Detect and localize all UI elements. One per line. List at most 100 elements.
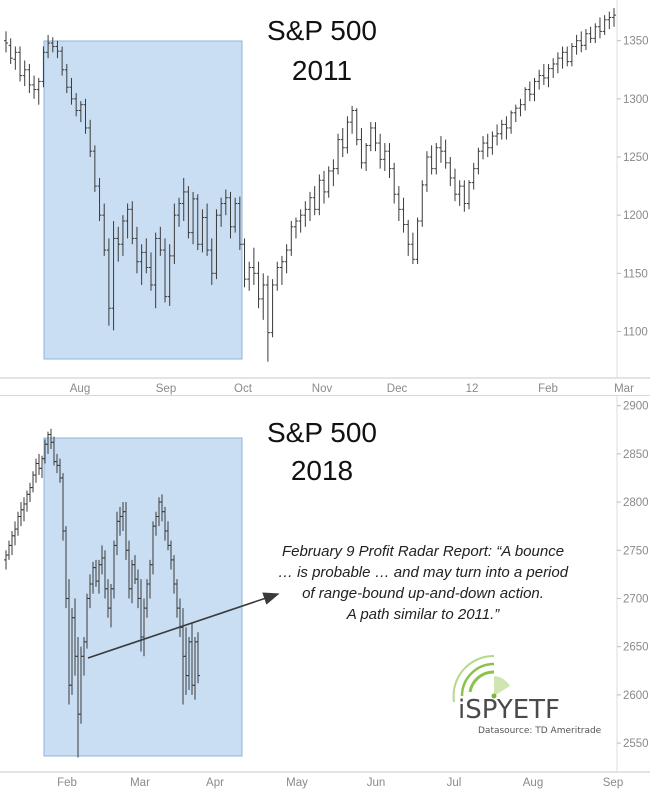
- ohlc-bar: [102, 203, 107, 256]
- ohlc-bar: [261, 273, 266, 320]
- ohlc-bar: [205, 203, 210, 256]
- ohlc-bar: [10, 530, 14, 556]
- ohlc-bar: [452, 168, 457, 202]
- ohlc-bar: [607, 11, 612, 30]
- ohlc-bar: [396, 186, 401, 221]
- ohlc-bar: [88, 119, 93, 158]
- ohlc-bar: [322, 170, 327, 204]
- ohlc-bar: [382, 143, 387, 171]
- ohlc-bar: [186, 186, 191, 239]
- ohlc-bar: [237, 196, 242, 251]
- x-tick-label: Apr: [206, 777, 224, 789]
- y-tick-label: 1150: [623, 268, 648, 280]
- ohlc-bar: [13, 521, 17, 546]
- ohlc-bar: [8, 38, 13, 64]
- ohlc-bar: [326, 166, 331, 198]
- ohlc-bar: [560, 46, 565, 69]
- annotation-line: February 9 Profit Radar Report: “A bounc…: [282, 543, 564, 560]
- ohlc-bar: [92, 145, 97, 192]
- ohlc-bar: [504, 116, 509, 140]
- highlight-region: [43, 437, 243, 757]
- ohlc-bar: [574, 34, 579, 55]
- ohlc-bar: [499, 119, 504, 140]
- highlight-region: [43, 40, 243, 360]
- x-axis-ticks: Aug Sep Oct Nov Dec 12 Feb Mar: [70, 383, 634, 395]
- x-tick-label: Aug: [70, 383, 90, 395]
- ohlc-bar: [308, 191, 312, 221]
- ohlc-bar: [583, 29, 588, 51]
- ohlc-bar: [541, 63, 546, 85]
- annotation-line: A path similar to 2011.”: [346, 606, 501, 623]
- ohlc-bar: [284, 244, 289, 274]
- ohlc-bar: [7, 540, 11, 560]
- ohlc-bar: [523, 87, 528, 111]
- ohlc-bar: [429, 145, 434, 175]
- ispyetf-logo: iSPYETF Datasource: TD Ameritrade: [452, 654, 602, 736]
- x-tick-label: Aug: [523, 777, 543, 789]
- y-tick-label: 1100: [623, 326, 648, 338]
- ohlc-bar: [158, 226, 163, 256]
- logo-datasource: Datasource: TD Ameritrade: [478, 726, 602, 736]
- ohlc-bar: [27, 63, 32, 94]
- ohlc-bar: [13, 46, 18, 70]
- x-tick-label: May: [286, 777, 308, 789]
- ohlc-bar: [167, 244, 172, 306]
- ohlc-bar: [50, 37, 55, 53]
- ohlc-bar: [551, 58, 556, 78]
- y-tick-label: 1250: [623, 152, 649, 164]
- ohlc-bar: [22, 60, 27, 87]
- y-tick-label: 2600: [623, 690, 649, 702]
- ohlc-bar: [518, 98, 523, 117]
- ohlc-bar: [312, 186, 317, 216]
- ohlc-bar: [106, 238, 111, 326]
- x-tick-label: Jul: [447, 777, 462, 789]
- y-tick-label: 1350: [623, 36, 649, 48]
- ohlc-bar: [513, 104, 518, 123]
- ohlc-bar: [350, 105, 355, 134]
- ohlc-bar: [279, 255, 284, 285]
- ohlc-bar: [434, 143, 439, 175]
- x-tick-label: Oct: [234, 383, 253, 395]
- ohlc-bar: [172, 203, 177, 265]
- ohlc-bar: [293, 217, 298, 239]
- ohlc-bar: [424, 151, 429, 192]
- logo-brand: iSPYETF: [458, 695, 560, 725]
- ohlc-bar: [22, 497, 26, 522]
- ohlc-bar: [527, 81, 532, 102]
- ohlc-bar: [495, 124, 500, 146]
- ohlc-bar: [298, 209, 303, 233]
- ohlc-bar: [438, 136, 443, 163]
- ohlc-bar: [373, 122, 378, 152]
- ohlc-bar: [4, 31, 8, 53]
- ohlc-bar: [97, 177, 102, 221]
- ohlc-bar: [265, 275, 270, 362]
- ohlc-bar: [116, 226, 121, 262]
- ohlc-bar: [233, 197, 238, 233]
- chart-panel-2011: 1100 1150 1200 1250 1300 1350 Aug Sep Oct Nov…: [0, 0, 650, 396]
- ohlc-bar: [228, 191, 233, 239]
- ohlc-bar: [130, 201, 135, 245]
- x-tick-label: Mar: [130, 777, 150, 789]
- ohlc-bar: [448, 157, 453, 187]
- ohlc-bar: [546, 63, 551, 88]
- ohlc-bar: [593, 23, 598, 44]
- ohlc-bar: [31, 471, 35, 493]
- ohlc-bar: [83, 98, 88, 134]
- y-tick-label: 1200: [623, 210, 649, 222]
- ohlc-bar: [471, 162, 476, 190]
- x-tick-label: Nov: [312, 383, 333, 395]
- annotation: February 9 Profit Radar Report: “A bounc…: [278, 543, 569, 623]
- ohlc-bar: [125, 203, 130, 239]
- ohlc-bar: [420, 180, 425, 227]
- ohlc-bar: [41, 46, 46, 88]
- ohlc-bar: [415, 217, 420, 265]
- x-tick-label: Dec: [387, 383, 408, 395]
- ohlc-bar: [177, 197, 182, 227]
- x-axis-ticks: Feb Mar Apr May Jun Jul Aug Sep: [57, 777, 623, 789]
- ohlc-bar: [60, 46, 65, 76]
- annotation-line: of range-bound up-and-down action.: [302, 585, 544, 602]
- ohlc-bar: [28, 482, 32, 503]
- ohlc-bar: [16, 511, 20, 536]
- chart-subtitle: 2011: [292, 55, 352, 86]
- ohlc-bar: [555, 52, 560, 74]
